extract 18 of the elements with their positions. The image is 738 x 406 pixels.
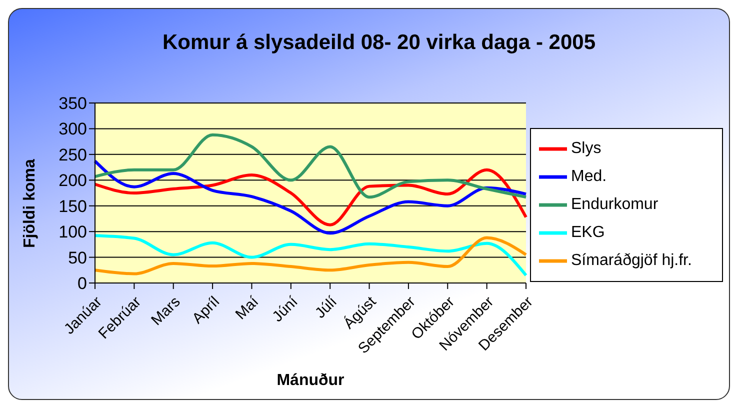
y-tick-label: 50 [68, 248, 87, 268]
y-tick-label: 200 [58, 171, 87, 190]
y-tick-label: 150 [58, 196, 87, 216]
y-tick-label: 300 [58, 120, 87, 139]
y-tick-label: 250 [58, 145, 87, 164]
legend-label: EKG [571, 224, 605, 242]
legend-label: Endurkomur [571, 196, 658, 214]
legend-label: Slys [571, 140, 602, 158]
y-tick-label: 0 [78, 274, 87, 294]
y-tick-label: 100 [58, 222, 87, 242]
x-tick-label: Júlí [312, 292, 342, 322]
chart-title: Komur á slysadeild 08- 20 virka daga - 2005 [161, 31, 597, 55]
x-tick-label: Maí [232, 292, 263, 324]
y-tick-label: 350 [58, 94, 87, 114]
y-axis-title: Fjöldi koma [22, 159, 39, 248]
legend-label: Med. [571, 168, 607, 186]
x-axis-title: Mánuður [276, 372, 344, 389]
legend-label: Símaráðgjöf hj.fr. [571, 252, 692, 270]
